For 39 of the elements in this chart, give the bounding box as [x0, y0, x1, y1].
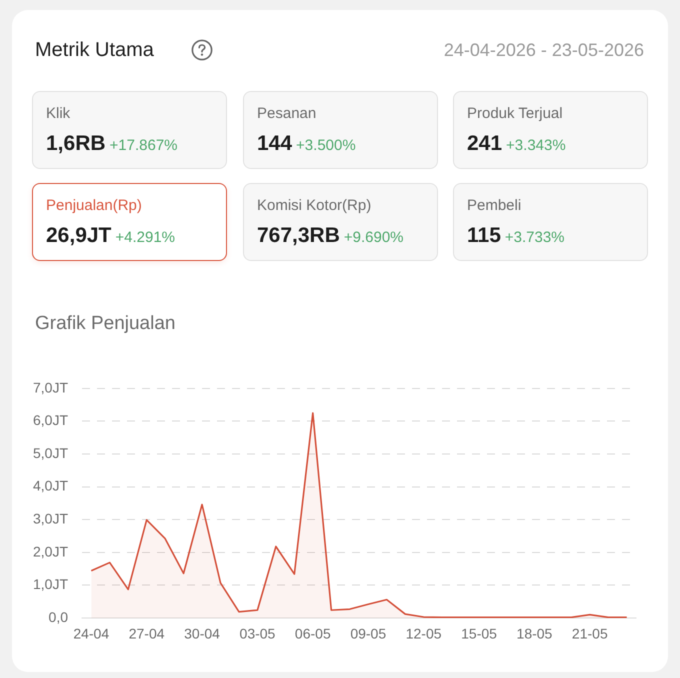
text: +3.343%	[506, 137, 566, 154]
y-tick-label: 6,0JT	[32, 412, 68, 428]
y-tick-label: 3,0JT	[32, 510, 68, 526]
y-tick-label: 1,0JT	[32, 576, 68, 592]
text: Metrik Utama	[35, 38, 154, 62]
text: 115	[467, 224, 501, 247]
text: +9.690%	[344, 229, 404, 246]
y-tick-label: 5,0JT	[32, 444, 68, 461]
x-tick-label: 12-05	[406, 625, 442, 642]
y-tick-label: 4,0JT	[32, 478, 68, 494]
x-tick-label: 30-04	[184, 625, 220, 642]
text: Komisi Kotor(Rp)	[257, 197, 372, 215]
text: +3.733%	[504, 229, 565, 246]
text: Klik	[46, 105, 70, 123]
text: 1,6RB	[46, 132, 106, 155]
text: +4.291%	[115, 229, 176, 246]
chart-title: Grafik Penjualan	[35, 312, 176, 336]
text: Pesanan	[257, 105, 316, 123]
y-tick-label: 2,0JT	[32, 543, 68, 560]
text: Produk Terjual	[467, 105, 563, 123]
x-tick-label: 21-05	[572, 625, 608, 642]
text: 241	[467, 132, 502, 155]
y-tick-label: 0,0	[48, 608, 68, 625]
text: 26,9JT	[46, 224, 112, 247]
text: Penjualan(Rp)	[46, 197, 142, 215]
x-tick-label: 27-04	[128, 625, 165, 642]
y-tick-label: 7,0JT	[32, 379, 68, 396]
x-tick-label: 24-04	[73, 625, 110, 642]
text: Pembeli	[467, 197, 522, 215]
text: +17.867%	[110, 137, 178, 154]
x-tick-label: 06-05	[294, 625, 331, 642]
x-tick-label: 15-05	[461, 625, 498, 642]
x-tick-label: 18-05	[516, 625, 553, 642]
text: +3.500%	[296, 137, 356, 154]
text: 24-04-2026 - 23-05-2026	[444, 39, 644, 61]
text: 767,3RB	[257, 224, 340, 247]
x-tick-label: 09-05	[350, 625, 386, 642]
x-tick-label: 03-05	[240, 625, 276, 642]
text: 144	[257, 132, 292, 155]
